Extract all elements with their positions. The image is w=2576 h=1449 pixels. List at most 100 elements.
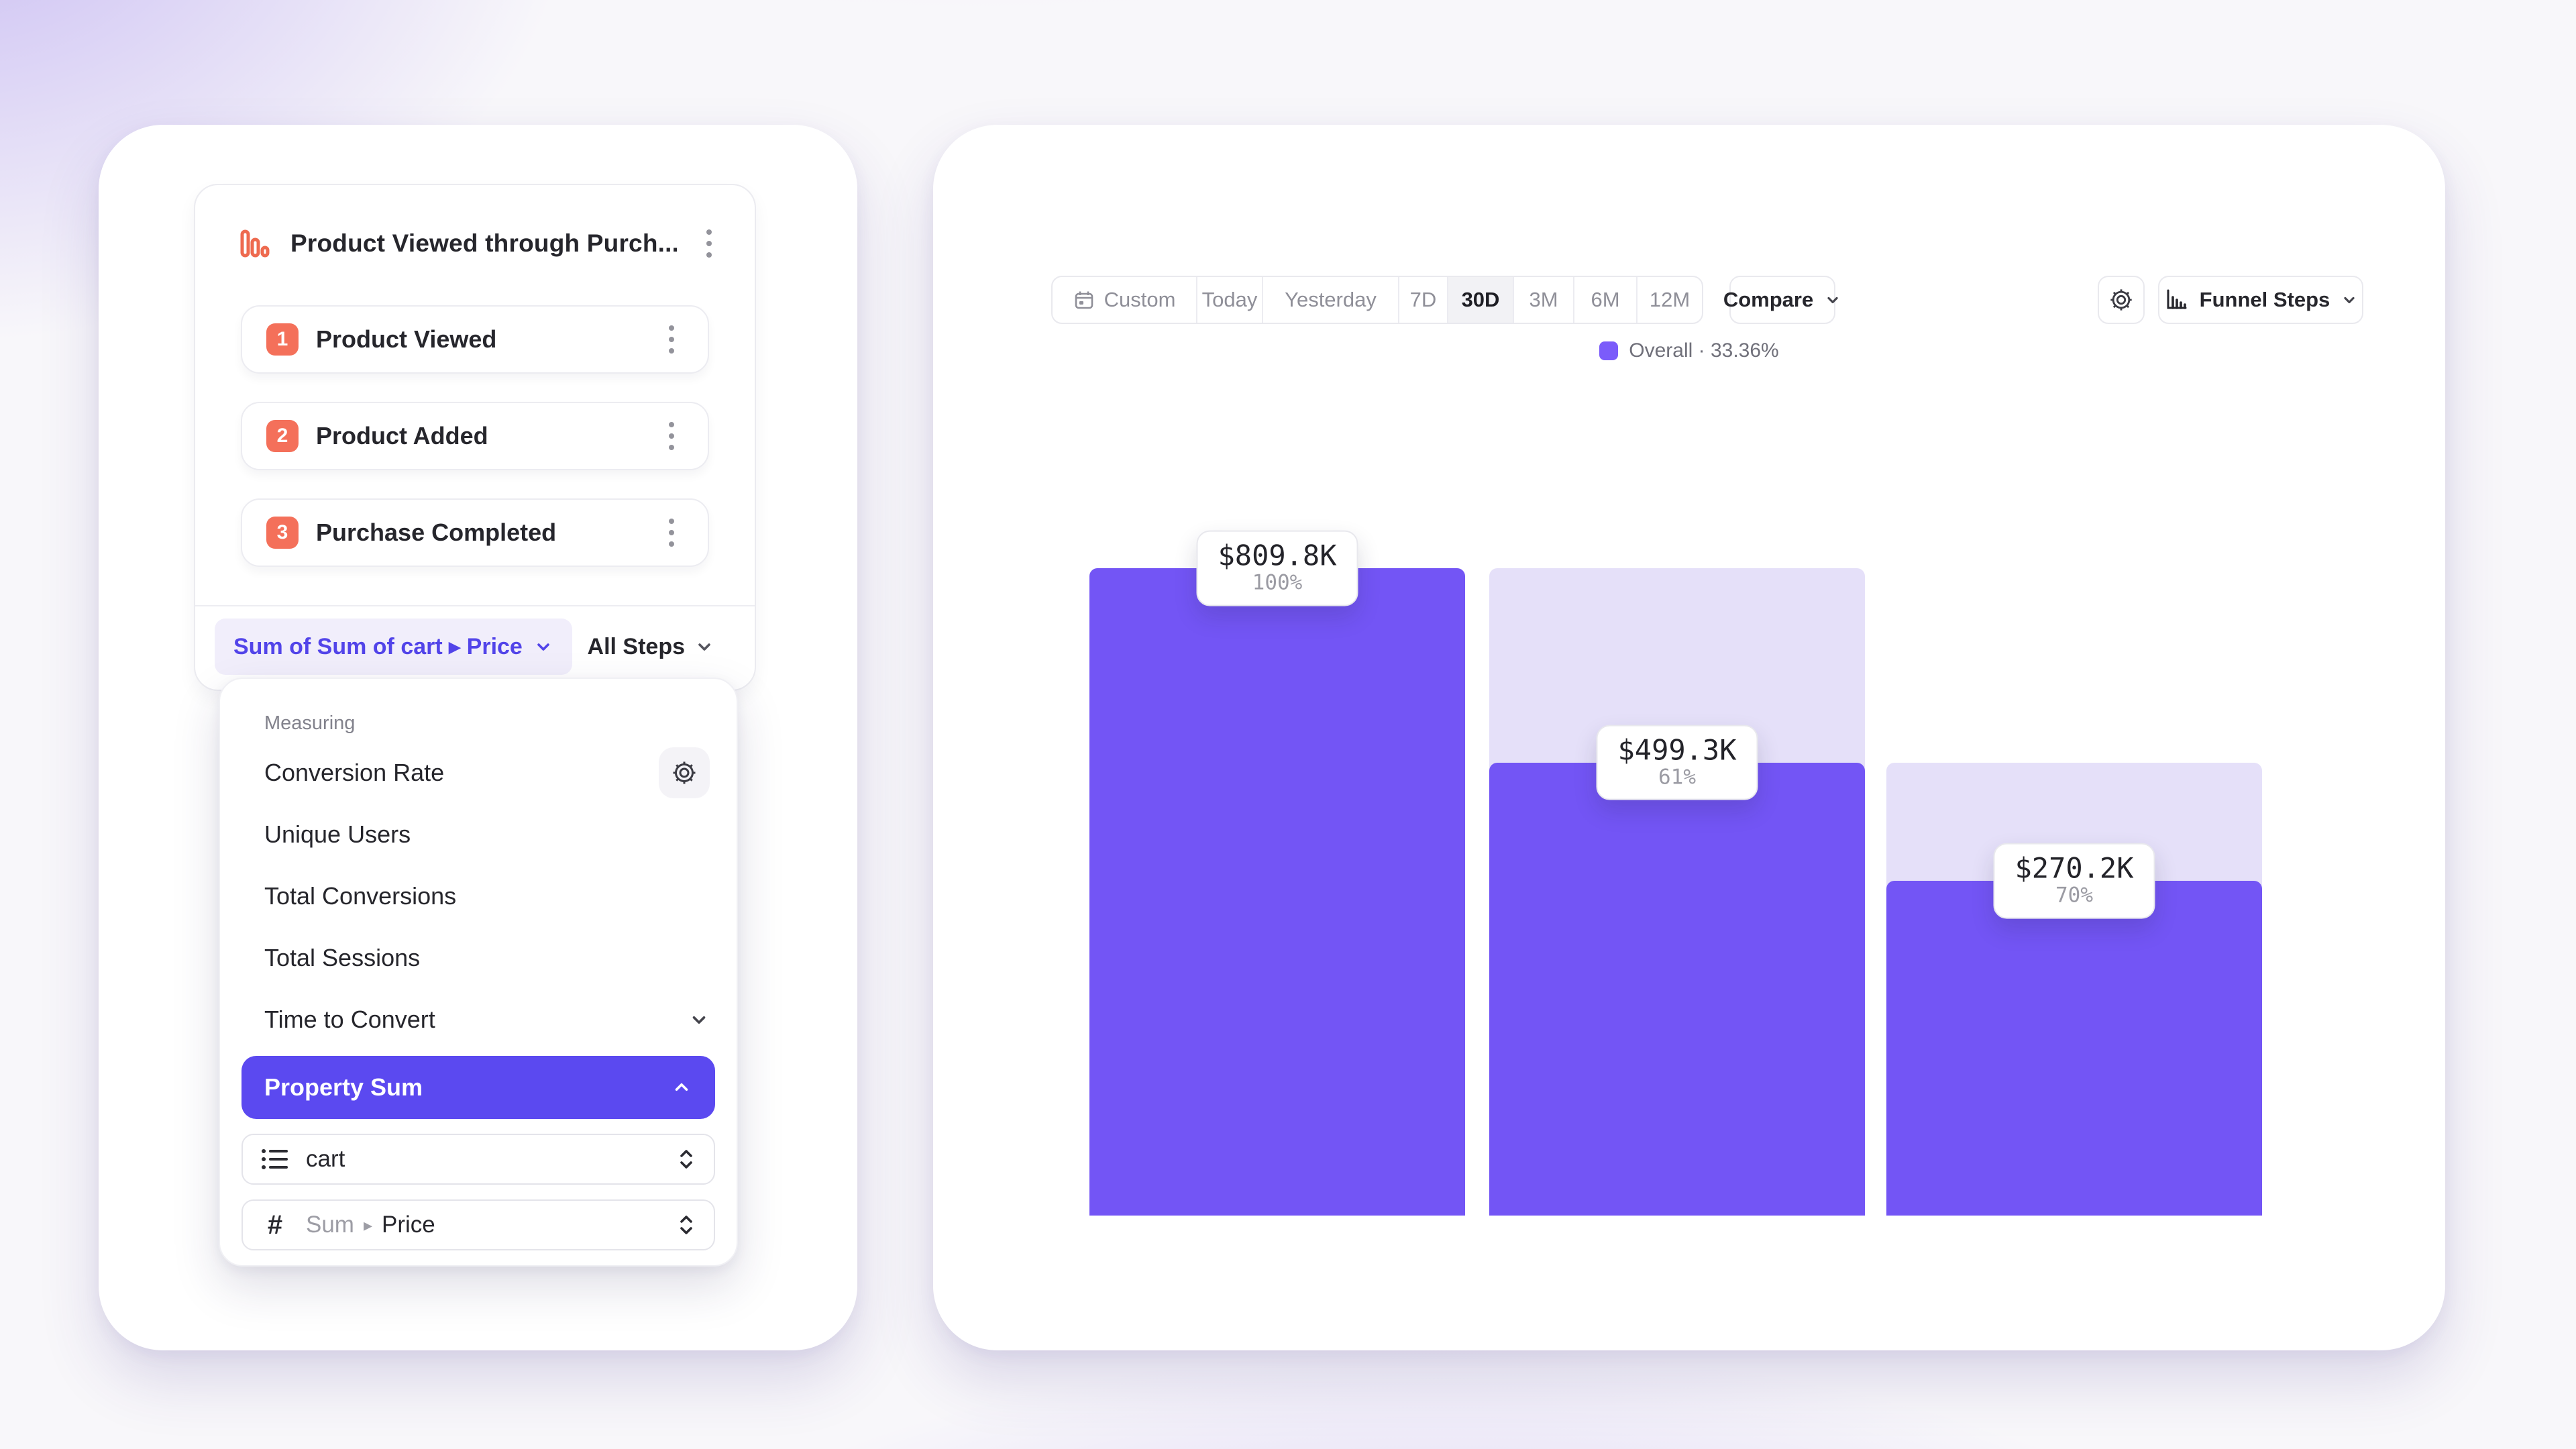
chevron-down-icon bbox=[2341, 291, 2358, 309]
menu-item-unique-users[interactable]: Unique Users bbox=[220, 804, 737, 865]
calendar-icon bbox=[1073, 289, 1095, 311]
gear-icon bbox=[2108, 287, 2134, 313]
aggregation-select[interactable]: # Sum ▸ Price bbox=[241, 1199, 715, 1250]
menu-item-label: Unique Users bbox=[264, 820, 411, 848]
chevron-up-icon bbox=[671, 1077, 692, 1098]
measure-row: Sum of Sum of cart ▸ Price All Steps bbox=[195, 606, 755, 675]
range-label: 12M bbox=[1649, 288, 1690, 311]
measuring-section-label: Measuring bbox=[264, 712, 356, 734]
step-number-badge: 2 bbox=[266, 420, 299, 452]
divider bbox=[195, 605, 755, 606]
aggregation-select-value: Sum ▸ Price bbox=[306, 1212, 660, 1238]
measure-dropdown-label: Sum of Sum of cart ▸ Price bbox=[233, 634, 523, 659]
range-3m[interactable]: 3M bbox=[1513, 277, 1573, 323]
range-yesterday[interactable]: Yesterday bbox=[1262, 277, 1398, 323]
chart-type-label: Funnel Steps bbox=[2199, 288, 2330, 311]
funnel-bar-fill[interactable] bbox=[1489, 762, 1865, 1216]
funnel-chart-icon bbox=[238, 227, 270, 260]
chevron-down-icon bbox=[688, 1009, 710, 1030]
bar-value: $499.3K bbox=[1617, 733, 1737, 767]
step-number-badge: 3 bbox=[266, 517, 299, 549]
step-kebab-icon[interactable] bbox=[659, 320, 684, 359]
range-6m[interactable]: 6M bbox=[1573, 277, 1636, 323]
step-label: Purchase Completed bbox=[316, 519, 557, 546]
range-label: 3M bbox=[1529, 288, 1558, 311]
range-label: Today bbox=[1201, 288, 1258, 311]
legend-swatch bbox=[1599, 341, 1619, 360]
menu-item-total-sessions[interactable]: Total Sessions bbox=[220, 927, 737, 989]
funnel-steps-icon bbox=[2163, 287, 2189, 313]
menu-item-total-conversions[interactable]: Total Conversions bbox=[220, 865, 737, 927]
select-updown-icon bbox=[676, 1212, 696, 1238]
bar-percent: 70% bbox=[2055, 883, 2093, 908]
step-kebab-icon[interactable] bbox=[659, 513, 684, 552]
funnel-step-row-3[interactable]: 3 Purchase Completed bbox=[241, 498, 709, 567]
range-30d-selected[interactable]: 30D bbox=[1447, 277, 1513, 323]
funnel-steps-list: 1 Product Viewed 2 Product Added 3 Purch… bbox=[241, 305, 709, 567]
select-updown-icon bbox=[676, 1146, 696, 1173]
compare-dropdown-button[interactable]: Compare bbox=[1723, 276, 1838, 324]
step-number-badge: 1 bbox=[266, 323, 299, 356]
date-range-segmented-control: Custom Today Yesterday 7D 30D 3M 6M 12M bbox=[1051, 276, 1703, 324]
menu-item-label: Property Sum bbox=[264, 1073, 423, 1101]
bar-value: $270.2K bbox=[2015, 851, 2134, 885]
measure-dropdown[interactable]: Sum of Sum of cart ▸ Price bbox=[215, 619, 572, 675]
menu-item-label: Total Conversions bbox=[264, 882, 457, 910]
funnel-bar-group-2: $499.3K 61% bbox=[1489, 568, 1865, 1216]
range-label: 30D bbox=[1461, 288, 1500, 311]
menu-item-label: Total Sessions bbox=[264, 944, 421, 971]
step-label: Product Viewed bbox=[316, 325, 497, 353]
funnel-bar-fill[interactable] bbox=[1886, 881, 2262, 1216]
measuring-dropdown-panel: Measuring Conversion Rate Unique Users T… bbox=[219, 678, 738, 1267]
range-label: 7D bbox=[1409, 288, 1437, 311]
range-12m[interactable]: 12M bbox=[1636, 277, 1702, 323]
funnel-bar-group-1: $809.8K 100% bbox=[1089, 530, 1465, 1216]
chevron-down-icon bbox=[694, 637, 714, 657]
list-icon bbox=[260, 1146, 290, 1173]
bar-tooltip: $270.2K 70% bbox=[1993, 843, 2155, 919]
funnel-builder-card: Product Viewed through Purch... 1 Produc… bbox=[99, 125, 857, 1350]
menu-item-property-sum-selected[interactable]: Property Sum bbox=[241, 1056, 715, 1119]
menu-item-time-to-convert[interactable]: Time to Convert bbox=[220, 989, 737, 1051]
bar-tooltip: $809.8K 100% bbox=[1196, 530, 1358, 606]
aggregation-separator-icon: ▸ bbox=[363, 1214, 373, 1235]
property-select[interactable]: cart bbox=[241, 1134, 715, 1185]
aggregation-prefix: Sum bbox=[306, 1212, 354, 1238]
funnel-menu-kebab-icon[interactable] bbox=[697, 224, 721, 263]
steps-scope-label: All Steps bbox=[587, 633, 685, 659]
range-label: Custom bbox=[1104, 288, 1176, 311]
legend-label: Overall · 33.36% bbox=[1629, 339, 1779, 362]
funnel-title: Product Viewed through Purch... bbox=[290, 229, 677, 257]
funnel-bar-fill[interactable] bbox=[1089, 568, 1465, 1216]
chevron-down-icon bbox=[533, 637, 553, 657]
funnel-bar-chart: $809.8K 100% $499.3K 61% $270.2K 70% bbox=[933, 530, 2445, 1216]
aggregation-property: Price bbox=[382, 1212, 435, 1238]
bar-percent: 61% bbox=[1658, 765, 1696, 790]
funnel-step-row-1[interactable]: 1 Product Viewed bbox=[241, 305, 709, 374]
bar-tooltip: $499.3K 61% bbox=[1596, 724, 1758, 800]
hash-icon: # bbox=[267, 1210, 283, 1240]
property-select-value: cart bbox=[306, 1146, 345, 1172]
chart-settings-button[interactable] bbox=[2098, 276, 2145, 324]
chart-legend: Overall · 33.36% bbox=[933, 339, 2445, 362]
range-today[interactable]: Today bbox=[1196, 277, 1262, 323]
chart-card: Custom Today Yesterday 7D 30D 3M 6M 12M … bbox=[933, 125, 2445, 1350]
funnel-definition-panel: Product Viewed through Purch... 1 Produc… bbox=[194, 184, 756, 691]
funnel-header: Product Viewed through Purch... bbox=[195, 185, 755, 267]
menu-item-conversion-rate[interactable]: Conversion Rate bbox=[220, 742, 737, 804]
range-label: Yesterday bbox=[1285, 288, 1377, 311]
step-kebab-icon[interactable] bbox=[659, 417, 684, 455]
range-custom[interactable]: Custom bbox=[1053, 277, 1196, 323]
step-label: Product Added bbox=[316, 422, 488, 449]
range-label: 6M bbox=[1591, 288, 1620, 311]
funnel-step-row-2[interactable]: 2 Product Added bbox=[241, 402, 709, 470]
chevron-down-icon bbox=[1824, 291, 1841, 309]
menu-item-label: Conversion Rate bbox=[264, 759, 445, 786]
steps-scope-dropdown[interactable]: All Steps bbox=[588, 634, 714, 660]
bar-percent: 100% bbox=[1252, 570, 1303, 595]
conversion-rate-settings-button[interactable] bbox=[659, 747, 710, 798]
funnel-bar-group-3: $270.2K 70% bbox=[1886, 568, 2262, 1216]
chart-type-dropdown-button[interactable]: Funnel Steps bbox=[2158, 276, 2363, 324]
compare-label: Compare bbox=[1723, 288, 1814, 311]
range-7d[interactable]: 7D bbox=[1398, 277, 1447, 323]
